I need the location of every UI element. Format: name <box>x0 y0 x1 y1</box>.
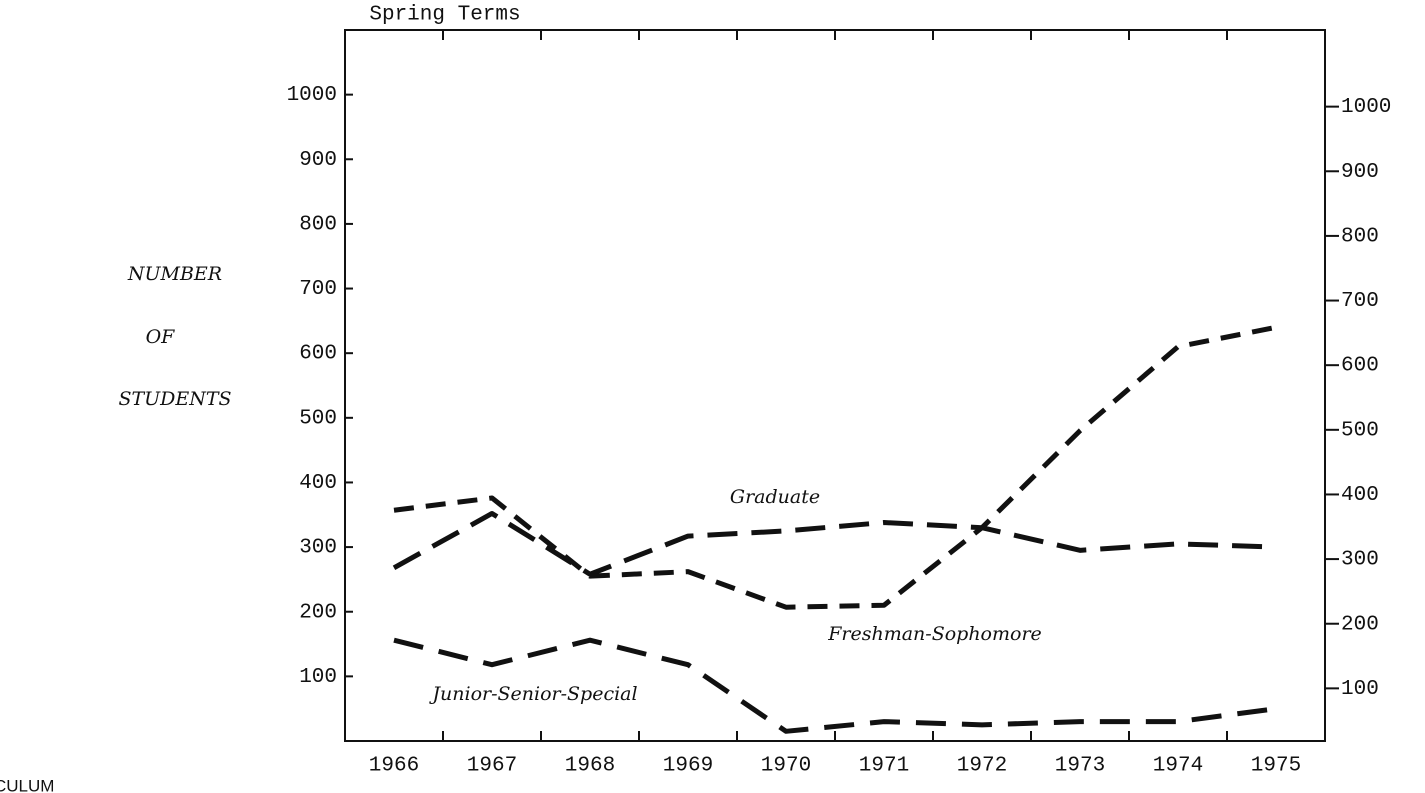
y-tick-label: 1000 <box>287 84 337 107</box>
x-tick-label: 1975 <box>1251 755 1301 778</box>
y2-tick-label: 800 <box>1341 225 1379 248</box>
y2-tick-label: 900 <box>1341 161 1379 184</box>
y-tick-label: 900 <box>299 149 337 172</box>
y2-tick-label: 700 <box>1341 290 1379 313</box>
chart-title: Spring Terms <box>369 4 520 27</box>
series-line <box>393 324 1277 610</box>
y-tick-label: 400 <box>299 472 337 495</box>
y2-tick-label: 300 <box>1341 549 1379 572</box>
y-tick-label: 300 <box>299 537 337 560</box>
y-tick-label: 500 <box>299 407 337 430</box>
x-tick-label: 1967 <box>467 755 517 778</box>
x-tick-label: 1974 <box>1153 755 1203 778</box>
y2-tick-label: 1000 <box>1341 96 1391 119</box>
x-tick-label: 1970 <box>761 755 811 778</box>
y-tick-label: 200 <box>299 601 337 624</box>
y2-tick-label: 100 <box>1341 678 1379 701</box>
y2-tick-label: 400 <box>1341 484 1379 507</box>
series-label: Junior-Senior-Special <box>428 683 637 705</box>
y-tick-label: 800 <box>299 213 337 236</box>
y-tick-label: 700 <box>299 278 337 301</box>
x-tick-label: 1969 <box>663 755 713 778</box>
series-line <box>392 510 1277 577</box>
y-axis-label: NUMBER <box>127 263 222 285</box>
annotation: CULUM <box>0 776 54 793</box>
y2-tick-label: 600 <box>1341 355 1379 378</box>
y-axis-label: STUDENTS <box>118 388 231 410</box>
x-tick-label: 1968 <box>565 755 615 778</box>
series-line <box>393 637 1277 734</box>
x-tick-label: 1966 <box>369 755 419 778</box>
series-label: Freshman-Sophomore <box>827 623 1042 645</box>
y2-tick-label: 200 <box>1341 613 1379 636</box>
x-tick-label: 1972 <box>957 755 1007 778</box>
y-tick-label: 600 <box>299 343 337 366</box>
y-axis-label: OF <box>146 326 176 348</box>
y2-tick-label: 500 <box>1341 419 1379 442</box>
x-tick-label: 1973 <box>1055 755 1105 778</box>
y-tick-label: 100 <box>299 666 337 689</box>
x-tick-label: 1971 <box>859 755 909 778</box>
series-label: Graduate <box>730 486 820 508</box>
